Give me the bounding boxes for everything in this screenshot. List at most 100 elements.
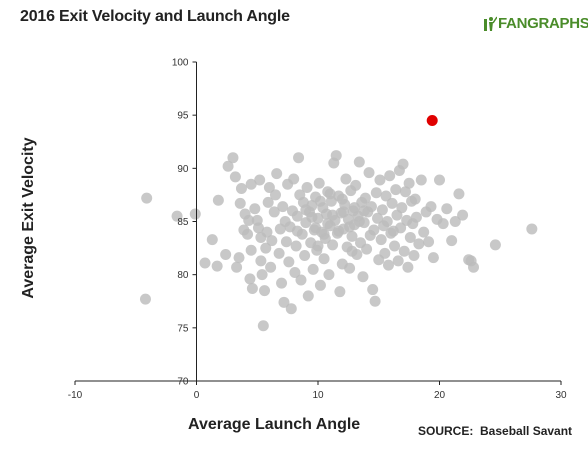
y-tick-label: 80 (177, 270, 189, 281)
data-point (374, 174, 386, 186)
data-point (222, 160, 234, 172)
data-point (290, 240, 302, 252)
data-point (367, 284, 379, 296)
data-point (268, 206, 280, 218)
data-point (199, 257, 211, 269)
data-point (306, 211, 318, 223)
data-point (257, 320, 269, 332)
data-point (259, 285, 271, 297)
data-point (242, 228, 254, 240)
data-point (266, 235, 278, 247)
data-point (265, 261, 277, 273)
data-point (255, 255, 267, 267)
data-point (409, 193, 421, 205)
data-point (171, 210, 183, 222)
data-point (468, 261, 480, 273)
data-point (372, 212, 384, 224)
data-point (344, 262, 356, 274)
data-point (353, 156, 365, 168)
data-point (299, 250, 311, 262)
data-point (285, 303, 297, 315)
data-point (390, 184, 402, 196)
data-point (246, 282, 258, 294)
chart-title: 2016 Exit Velocity and Launch Angle (20, 8, 290, 25)
y-tick-label: 95 (177, 111, 189, 122)
data-point (379, 247, 391, 259)
data-point (235, 183, 247, 195)
data-point (453, 188, 465, 200)
data-point (301, 181, 313, 193)
data-point (344, 221, 356, 233)
data-point (404, 231, 416, 243)
data-point (434, 174, 445, 186)
data-point (353, 216, 365, 227)
data-point (229, 171, 241, 183)
data-point (293, 152, 305, 164)
data-point (312, 240, 324, 252)
y-tick-label: 75 (177, 323, 189, 334)
data-point (231, 261, 243, 273)
data-point (245, 178, 257, 190)
data-point (245, 244, 257, 256)
data-point (244, 273, 256, 285)
data-point (139, 293, 151, 305)
data-point (278, 296, 290, 308)
data-point (375, 234, 387, 246)
data-point (369, 295, 381, 307)
data-point (403, 177, 415, 189)
data-point (212, 194, 224, 206)
data-point (256, 269, 268, 281)
data-point (489, 239, 501, 251)
data-point (333, 225, 345, 237)
data-point (310, 222, 322, 234)
data-point (327, 239, 339, 251)
data-point (427, 252, 439, 264)
data-point (327, 209, 339, 221)
data-point (396, 202, 408, 214)
data-point (302, 290, 314, 302)
data-point (381, 216, 393, 227)
source-note: SOURCE: Baseball Savant (418, 424, 573, 438)
logo-text-fan: FAN (498, 15, 528, 32)
y-tick-label: 90 (177, 164, 189, 175)
data-point (338, 206, 350, 218)
y-tick-label: 85 (177, 217, 189, 228)
data-point (189, 208, 201, 220)
data-point (408, 250, 420, 262)
data-point (376, 204, 388, 216)
x-tick-label: 10 (312, 390, 324, 401)
data-point (358, 205, 370, 217)
data-point (330, 150, 342, 162)
data-point (399, 186, 411, 198)
data-point (361, 243, 373, 255)
data-point (269, 189, 281, 201)
data-point (370, 187, 382, 199)
y-axis-label: Average Exit Velocity (20, 137, 37, 299)
data-point (261, 226, 273, 238)
data-point (283, 256, 295, 268)
data-point (380, 190, 392, 202)
data-point (334, 286, 346, 298)
data-point (277, 201, 289, 213)
y-tick-label: 70 (177, 377, 189, 388)
data-point (262, 196, 274, 208)
data-point (314, 195, 326, 207)
data-point (288, 173, 300, 185)
data-point (314, 279, 326, 291)
data-point (368, 224, 380, 236)
data-point (254, 174, 266, 186)
data-point (263, 181, 275, 193)
data-point (389, 240, 401, 252)
data-point (336, 193, 348, 205)
data-point (271, 168, 283, 180)
data-point (398, 245, 410, 257)
data-point (206, 234, 218, 246)
data-point (457, 209, 469, 221)
data-point (227, 152, 239, 164)
data-point (446, 235, 458, 247)
data-point (413, 238, 425, 250)
data-point (300, 204, 312, 216)
x-axis-label: Average Launch Angle (188, 416, 361, 433)
data-point (357, 271, 369, 283)
